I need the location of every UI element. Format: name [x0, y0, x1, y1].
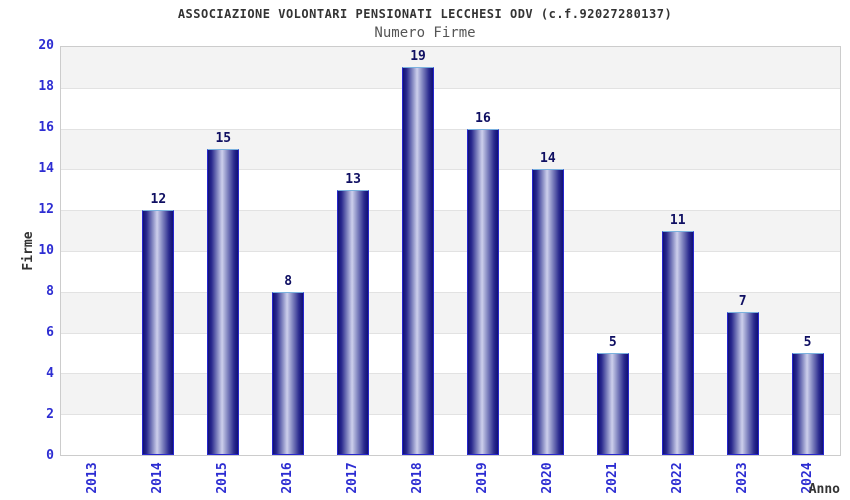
bar-value-label: 11 [669, 212, 686, 228]
x-tick-label: 2018 [409, 462, 425, 494]
bar-2020 [531, 169, 564, 455]
y-tick-label: 6 [46, 325, 54, 340]
y-tick-label: 20 [38, 38, 54, 53]
plot-band [61, 291, 840, 333]
x-tick-label: 2016 [279, 462, 295, 494]
x-tick-label: 2021 [605, 462, 621, 494]
bar-value-label: 19 [410, 49, 426, 65]
bar-2014 [142, 210, 175, 455]
plot-band [61, 373, 840, 415]
bar-2016 [272, 291, 305, 455]
bar-value-label: 7 [738, 294, 747, 310]
y-tick-label: 18 [38, 79, 54, 94]
plot-band [61, 414, 840, 455]
bar-value-label: 5 [608, 335, 617, 350]
x-tick-label: 2020 [540, 462, 556, 494]
x-axis-title: Anno [808, 482, 840, 497]
x-tick-label: 2019 [475, 462, 491, 494]
plot-band [61, 169, 840, 211]
y-tick-label: 14 [38, 161, 54, 176]
chart-title: ASSOCIAZIONE VOLONTARI PENSIONATI LECCHE… [177, 7, 673, 21]
x-tick-label: 2023 [735, 462, 751, 494]
x-tick-label: 2022 [670, 462, 686, 494]
y-axis-title: Firme [21, 231, 36, 271]
bar-2024 [791, 353, 824, 455]
bar-value-label: 15 [215, 131, 232, 146]
bar-2021 [596, 353, 629, 455]
plot-band [61, 332, 840, 374]
plot-band [61, 47, 840, 88]
bar-value-label: 12 [150, 192, 167, 208]
x-tick-label: 2014 [149, 462, 165, 494]
y-tick-label: 16 [38, 120, 54, 135]
x-tick-label: 2015 [214, 462, 230, 494]
bar-2023 [726, 312, 759, 455]
bar-value-label: 8 [284, 273, 293, 289]
plot-band [61, 87, 840, 129]
plot-band [61, 210, 840, 251]
y-tick-label: 10 [38, 243, 54, 258]
y-tick-label: 8 [46, 284, 54, 299]
y-tick-label: 12 [38, 202, 54, 217]
y-tick-label: 0 [46, 448, 54, 463]
y-tick-label: 2 [46, 407, 54, 422]
bar-2022 [661, 230, 694, 455]
y-tick-label: 4 [46, 366, 54, 381]
bar-2019 [466, 128, 499, 455]
plot-band [61, 128, 840, 170]
bar-value-label: 13 [345, 171, 361, 187]
bar-2015 [207, 149, 240, 455]
chart-subtitle: Numero Firme [374, 25, 476, 41]
bar-2017 [337, 189, 370, 455]
x-tick-label: 2013 [84, 462, 100, 494]
bar-value-label: 5 [803, 335, 812, 350]
x-tick-label: 2017 [344, 462, 360, 494]
plot-area: 12 15 8 13 19 16 14 5 11 7 5 [60, 46, 841, 456]
bar-2018 [402, 67, 435, 455]
plot-band [61, 251, 840, 292]
bar-value-label: 16 [475, 110, 491, 126]
bar-value-label: 14 [540, 151, 556, 167]
